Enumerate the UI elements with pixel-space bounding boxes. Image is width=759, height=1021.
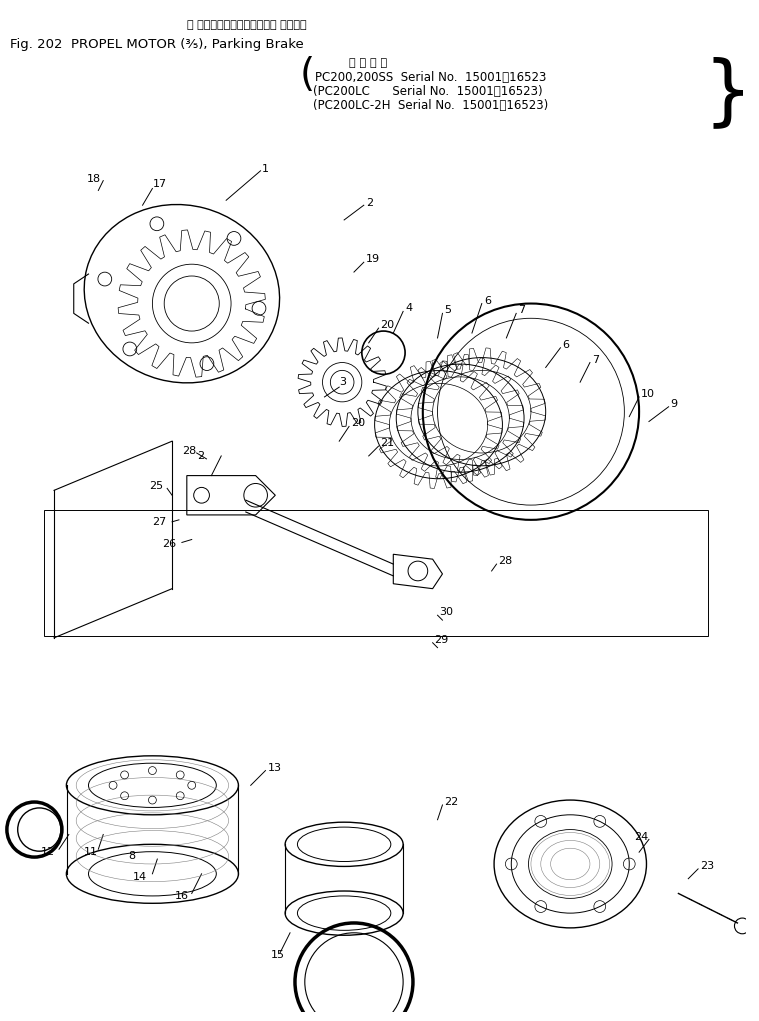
Text: 7: 7 (518, 305, 525, 315)
Text: 8: 8 (128, 852, 135, 861)
Text: 20: 20 (351, 419, 365, 429)
Text: 10: 10 (641, 389, 655, 399)
Text: 16: 16 (175, 891, 189, 902)
Text: (PC200LC      Serial No.  15001～16523): (PC200LC Serial No. 15001～16523) (313, 85, 542, 98)
Text: 2: 2 (197, 451, 203, 460)
Text: (PC200LC-2H  Serial No.  15001～16523): (PC200LC-2H Serial No. 15001～16523) (313, 99, 548, 112)
Text: 21: 21 (380, 438, 395, 448)
Text: 13: 13 (267, 763, 282, 773)
Text: 適 用 号 機: 適 用 号 機 (349, 58, 387, 67)
Text: 7: 7 (592, 354, 599, 364)
Text: 18: 18 (87, 174, 101, 184)
Text: 24: 24 (635, 832, 648, 842)
Text: 25: 25 (150, 482, 164, 491)
Text: 26: 26 (162, 539, 176, 549)
Text: 29: 29 (435, 635, 449, 645)
Text: 11: 11 (83, 847, 98, 858)
Text: 1: 1 (262, 163, 269, 174)
Text: 28: 28 (182, 446, 196, 456)
Text: 14: 14 (133, 872, 146, 882)
Text: 走 行　モータ　　パーキング ブレーキ: 走 行 モータ パーキング ブレーキ (187, 20, 307, 31)
Text: 5: 5 (445, 305, 452, 315)
Text: 15: 15 (270, 951, 285, 961)
Text: 3: 3 (339, 377, 346, 387)
Text: 6: 6 (483, 295, 491, 305)
Text: 17: 17 (153, 179, 166, 189)
Text: PC200,200SS  Serial No.  15001～16523: PC200,200SS Serial No. 15001～16523 (315, 71, 546, 85)
Text: 19: 19 (366, 254, 380, 264)
Text: 20: 20 (380, 321, 395, 330)
Text: 9: 9 (670, 399, 678, 408)
Text: 23: 23 (700, 861, 714, 871)
Text: 27: 27 (153, 517, 167, 527)
Text: (: ( (300, 56, 315, 94)
Text: 22: 22 (445, 797, 458, 807)
Text: 12: 12 (41, 847, 55, 858)
Text: 4: 4 (405, 303, 412, 313)
Text: }: } (703, 56, 751, 130)
Text: 30: 30 (439, 607, 454, 618)
Text: 6: 6 (562, 340, 569, 350)
Text: 28: 28 (499, 556, 513, 566)
Text: 2: 2 (366, 198, 373, 208)
Text: Fig. 202  PROPEL MOTOR (⅗), Parking Brake: Fig. 202 PROPEL MOTOR (⅗), Parking Brake (10, 38, 304, 51)
